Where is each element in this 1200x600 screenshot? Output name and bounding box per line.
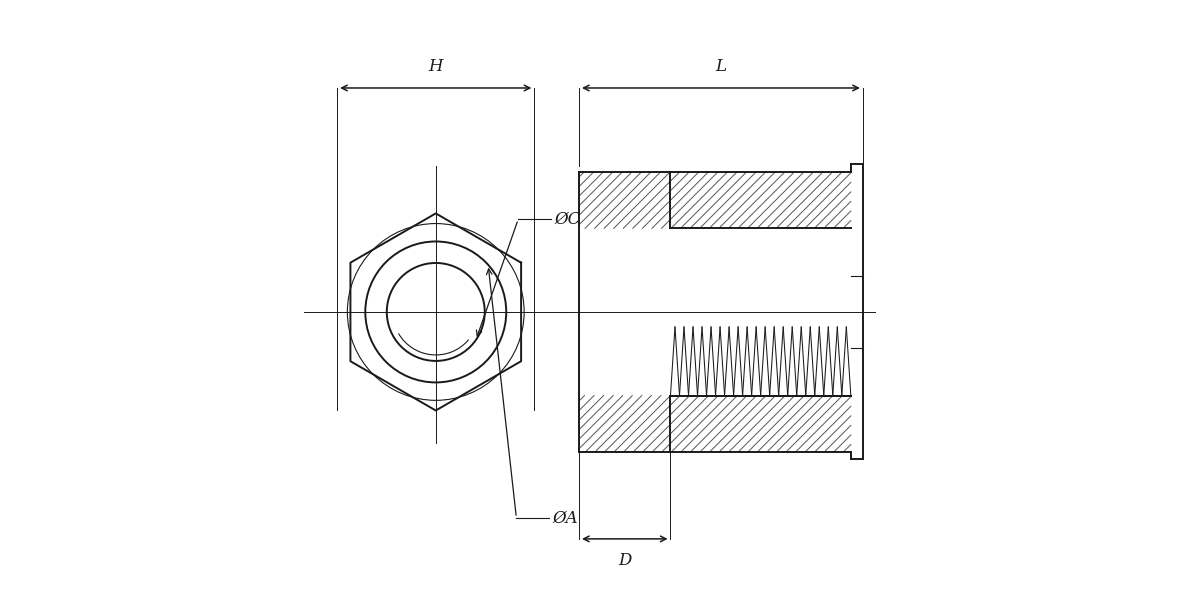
Text: H: H — [428, 58, 443, 75]
Text: D: D — [618, 552, 631, 569]
Text: ØC: ØC — [554, 211, 581, 228]
Text: ØA: ØA — [552, 509, 578, 526]
Text: L: L — [715, 58, 726, 75]
